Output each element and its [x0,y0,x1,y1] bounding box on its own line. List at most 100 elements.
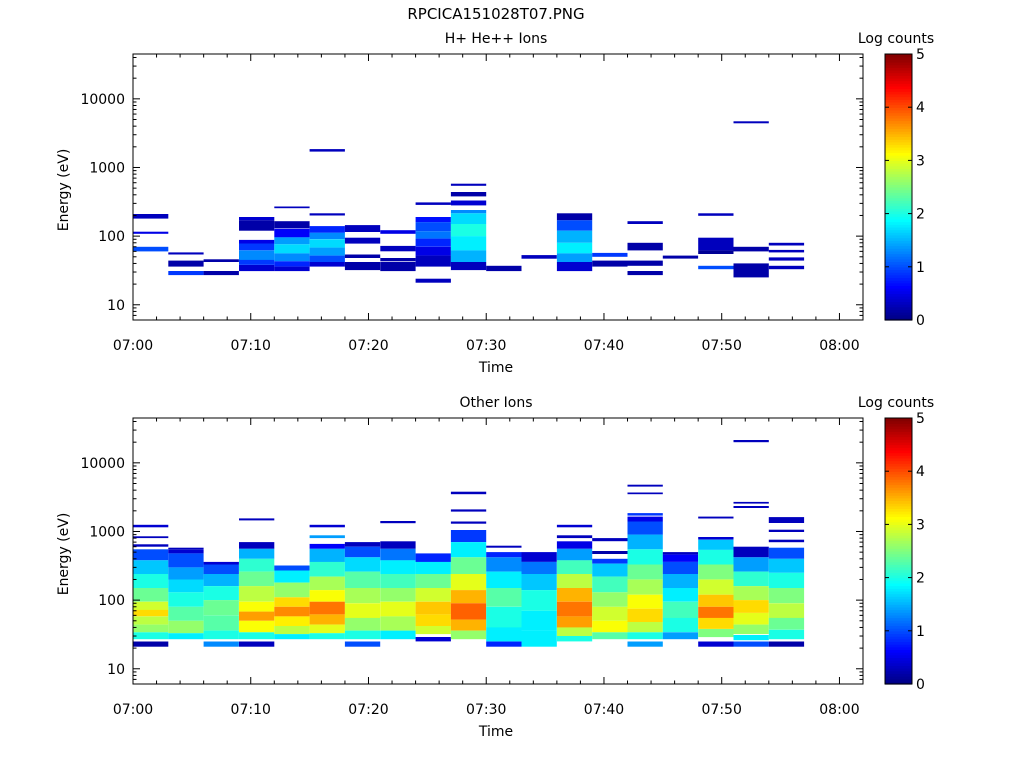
colorbar-swatch [885,242,912,247]
heatmap-cell [239,611,275,621]
heatmap-cell [768,249,805,253]
colorbar-swatch [885,428,912,432]
colorbar-swatch [885,296,912,300]
colorbar-swatch [885,513,912,518]
colorbar-swatch [885,77,912,82]
colorbar-swatch [885,444,912,448]
heatmap-cell [274,237,310,245]
heatmap-cell [344,225,381,232]
heatmap-cell [274,606,310,617]
heatmap-cell [521,552,557,562]
heatmap-cell [133,616,169,625]
heatmap-cell [733,641,769,647]
heatmap-cell [309,624,345,634]
colorbar-swatch [885,224,912,228]
y-axis-label: Energy (eV) [56,513,72,596]
colorbar-swatch [885,192,912,196]
heatmap-cell [768,617,805,630]
colorbar-swatch [885,452,912,456]
colorbar-swatch [885,309,912,313]
x-tick-label: 07:00 [113,338,153,354]
colorbar-swatch [885,123,912,127]
y-tick-label: 10000 [80,456,125,472]
heatmap-cell [309,576,345,591]
colorbar-swatch [885,218,912,223]
colorbar-swatch [885,280,912,284]
colorbar-swatch [885,288,912,292]
heatmap-cell [733,635,769,641]
colorbar-swatch [885,293,912,297]
heatmap-cell [698,516,734,519]
heatmap-cell [239,243,275,251]
colorbar-swatch [885,117,912,122]
x-axis-label: Time [478,724,513,740]
heatmap-cell [415,222,451,232]
colorbar-frame [884,53,913,321]
heatmap-cell [627,608,663,622]
colorbar-swatch [885,232,912,236]
heatmap-cell [415,574,451,588]
colorbar-swatch [885,144,912,148]
heatmap-cell [486,571,522,588]
colorbar-swatch [885,160,912,164]
heatmap-cell [662,255,699,259]
colorbar-swatch [885,165,912,169]
colorbar-swatch [885,179,912,183]
heatmap-cell [768,641,805,647]
heatmap-cell [450,590,487,604]
colorbar-swatch [885,649,912,653]
heatmap-cell [309,561,345,577]
heatmap-cell [627,521,663,535]
heatmap-cell [168,633,204,640]
colorbar-swatch [885,598,912,603]
colorbar-swatch [885,551,912,555]
colorbar-swatch [885,535,912,539]
colorbar-swatch [885,652,912,656]
colorbar-swatch [885,184,912,188]
heatmap-cell [556,541,593,549]
heatmap-cell [592,576,628,593]
colorbar-swatch [885,590,912,595]
x-tick-label: 07:10 [231,702,271,718]
heatmap-cell [768,265,805,270]
heatmap-cell [698,537,734,540]
colorbar-swatch [885,508,912,512]
heatmap-cell [733,557,769,572]
heatmap-cell [627,579,663,595]
heatmap-cell [274,634,310,640]
colorbar-swatch [885,147,912,151]
panel-other-ions: Other Ions Time Energy (eV) Log counts 1… [56,395,934,740]
colorbar-swatch [885,285,912,289]
figure-title: RPCICA151028T07.PNG [407,5,584,23]
colorbar: 0 1 2 3 4 5 [884,411,925,693]
heatmap-cell [415,601,451,615]
heatmap-cell [556,616,593,628]
heatmap-cell [733,506,769,508]
colorbar-swatch [885,168,912,172]
heatmap-cell [380,630,416,640]
colorbar-swatch [885,585,912,589]
colorbar-swatch [885,497,912,502]
x-tick-label: 07:30 [466,338,506,354]
heatmap-cell [450,557,487,574]
heatmap-cell [450,491,487,495]
colorbar-swatch [885,91,912,95]
colorbar-swatch [885,646,912,651]
colorbar-swatch [885,662,912,666]
heatmap-cell [698,213,734,216]
heatmap-cell [344,603,381,618]
colorbar-swatch [885,548,912,552]
heatmap-cell [239,217,275,221]
colorbar-swatch [885,75,912,79]
heatmap-cell [450,530,487,543]
heatmap-cell [556,253,593,262]
colorbar-swatch [885,540,912,544]
colorbar-swatch [885,258,912,263]
colorbar-swatch [885,128,912,132]
colorbar-swatch [885,141,912,146]
heatmap-cell [133,214,169,219]
heatmap-cell [239,548,275,559]
heatmap-cell [768,547,805,559]
heatmap-cell [733,271,769,278]
